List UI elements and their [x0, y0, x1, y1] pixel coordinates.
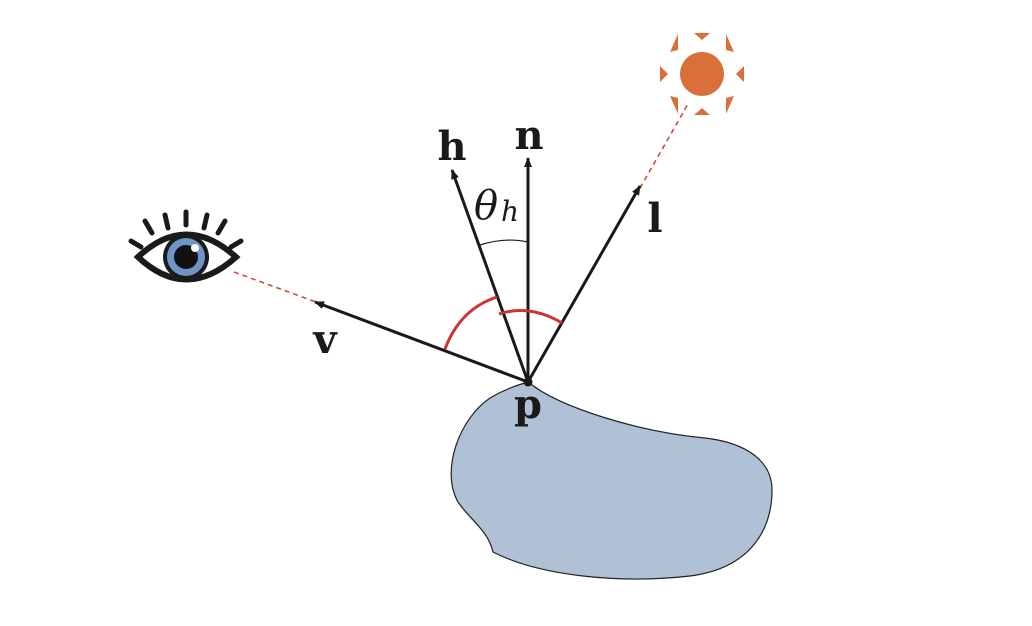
label-v: v	[312, 316, 338, 363]
label-theta-subscript: h	[501, 195, 519, 228]
surface-blob	[450, 381, 773, 580]
label-p: p	[514, 381, 542, 428]
light-vector	[526, 185, 642, 383]
label-h: h	[437, 123, 466, 170]
sun-icon	[660, 33, 744, 115]
normal-light-angle-arc	[498, 309, 563, 325]
point-p	[523, 377, 533, 387]
label-l: l	[647, 195, 662, 242]
view-dashed-ray	[233, 271, 317, 303]
label-n: n	[514, 112, 543, 159]
eye-icon	[128, 209, 244, 283]
half-vector	[450, 169, 530, 383]
theta-h-arc	[479, 239, 529, 246]
label-theta: θ	[474, 183, 498, 229]
view-vector	[314, 300, 529, 384]
view-half-angle-arc	[443, 295, 498, 350]
light-dashed-ray	[639, 103, 689, 189]
